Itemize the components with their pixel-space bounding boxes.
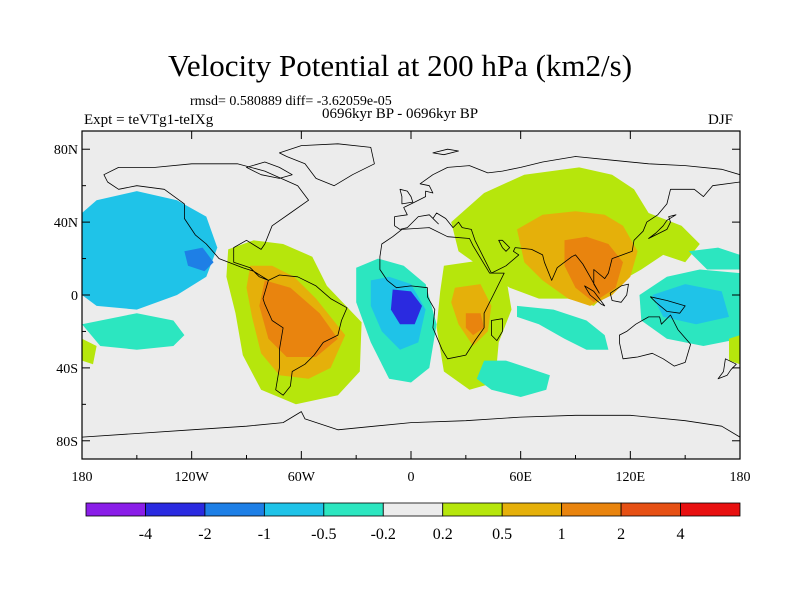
y-axis: 80N 40N 0 40S 80S bbox=[54, 143, 740, 450]
x-tick-label: 120E bbox=[616, 470, 646, 485]
colorbar-swatch bbox=[145, 502, 206, 517]
colorbar-swatch bbox=[263, 502, 325, 517]
contour-atlantic-negative-core bbox=[390, 289, 422, 325]
colorbar-swatch bbox=[382, 502, 444, 517]
contour-south-indian-negative bbox=[476, 360, 550, 397]
colorbar-label: 2 bbox=[617, 526, 625, 543]
coastline-sumatra bbox=[584, 285, 606, 307]
colorbar-swatch bbox=[620, 502, 681, 517]
colorbar-swatch bbox=[501, 502, 563, 517]
coastline-arabia-gulf bbox=[498, 239, 511, 252]
contour-africa-positive-core bbox=[465, 313, 485, 336]
coastline-britain bbox=[399, 188, 414, 205]
colorbar-swatch bbox=[323, 502, 384, 517]
colorbar-swatch bbox=[680, 502, 741, 517]
colorbar-label: -0.2 bbox=[371, 526, 396, 543]
colorbar-label: -2 bbox=[198, 526, 211, 543]
coastline-svalbard bbox=[432, 148, 459, 156]
contour-north-pacific-negative bbox=[82, 191, 218, 310]
x-axis: 180 120W 60W 0 60E 120E 180 bbox=[72, 131, 751, 485]
colorbar-swatch bbox=[204, 502, 265, 517]
coastline-new-guinea bbox=[650, 296, 686, 314]
period-label: 0696kyr BP - 0696kyr BP bbox=[322, 106, 479, 122]
colorbar-label: -0.5 bbox=[311, 526, 336, 543]
coastline-baffin-arctic bbox=[246, 161, 293, 179]
coastline-eurasia bbox=[394, 156, 740, 294]
coastline-madagascar bbox=[490, 318, 503, 342]
y-tick-label: 0 bbox=[71, 289, 78, 304]
contour-regions bbox=[82, 167, 740, 405]
contour-east-asia-negative bbox=[688, 247, 740, 270]
experiment-label: Expt = teVTg1-teIXg bbox=[84, 112, 214, 128]
coastline-new-zealand bbox=[717, 358, 737, 380]
x-tick-label: 180 bbox=[730, 470, 751, 485]
colorbar-swatch bbox=[442, 502, 503, 517]
x-tick-label: 0 bbox=[408, 470, 415, 485]
contour-dateline-positive bbox=[729, 335, 740, 365]
colorbar-label: 4 bbox=[677, 526, 685, 543]
coastlines bbox=[82, 143, 740, 459]
coastline-japan bbox=[648, 214, 677, 239]
coastline-north-america bbox=[103, 163, 310, 281]
colorbar-swatch bbox=[561, 502, 622, 517]
stats-line: rmsd= 0.580889 diff= -3.62059e-05 bbox=[190, 94, 392, 109]
contour-west-pacific-negative bbox=[652, 284, 729, 325]
x-tick-label: 60W bbox=[288, 470, 316, 485]
x-tick-label: 60E bbox=[509, 470, 532, 485]
colorbar: -4 -2 -1 -0.5 -0.2 0.2 0.5 1 2 4 bbox=[85, 502, 741, 543]
x-tick-label: 180 bbox=[72, 470, 93, 485]
coastline-australia bbox=[619, 314, 691, 367]
y-tick-label: 40N bbox=[54, 216, 78, 231]
contour-south-pacific-negative bbox=[82, 313, 185, 350]
y-tick-label: 80S bbox=[56, 435, 78, 450]
colorbar-label: -4 bbox=[139, 526, 152, 543]
colorbar-label: 1 bbox=[558, 526, 566, 543]
x-tick-label: 120W bbox=[175, 470, 210, 485]
colorbar-label: -1 bbox=[258, 526, 271, 543]
coastline-africa bbox=[379, 227, 505, 360]
contour-indian-ocean-negative bbox=[517, 305, 609, 350]
coastline-antarctica bbox=[82, 411, 740, 459]
coastline-borneo bbox=[609, 283, 629, 303]
contour-south-america-positive-core bbox=[259, 280, 338, 357]
contour-pacific-negative-core bbox=[184, 247, 214, 272]
y-tick-label: 40S bbox=[56, 362, 78, 377]
coastline-south-america bbox=[262, 274, 348, 396]
colorbar-label: 0.2 bbox=[433, 526, 453, 543]
colorbar-swatch bbox=[85, 502, 146, 517]
coastline-greenland bbox=[278, 143, 375, 187]
chart-title: Velocity Potential at 200 hPa (km2/s) bbox=[167, 48, 633, 83]
colorbar-label: 0.5 bbox=[492, 526, 512, 543]
y-tick-label: 80N bbox=[54, 143, 78, 158]
contour-central-pacific-positive bbox=[82, 338, 97, 365]
season-label: DJF bbox=[708, 112, 734, 128]
